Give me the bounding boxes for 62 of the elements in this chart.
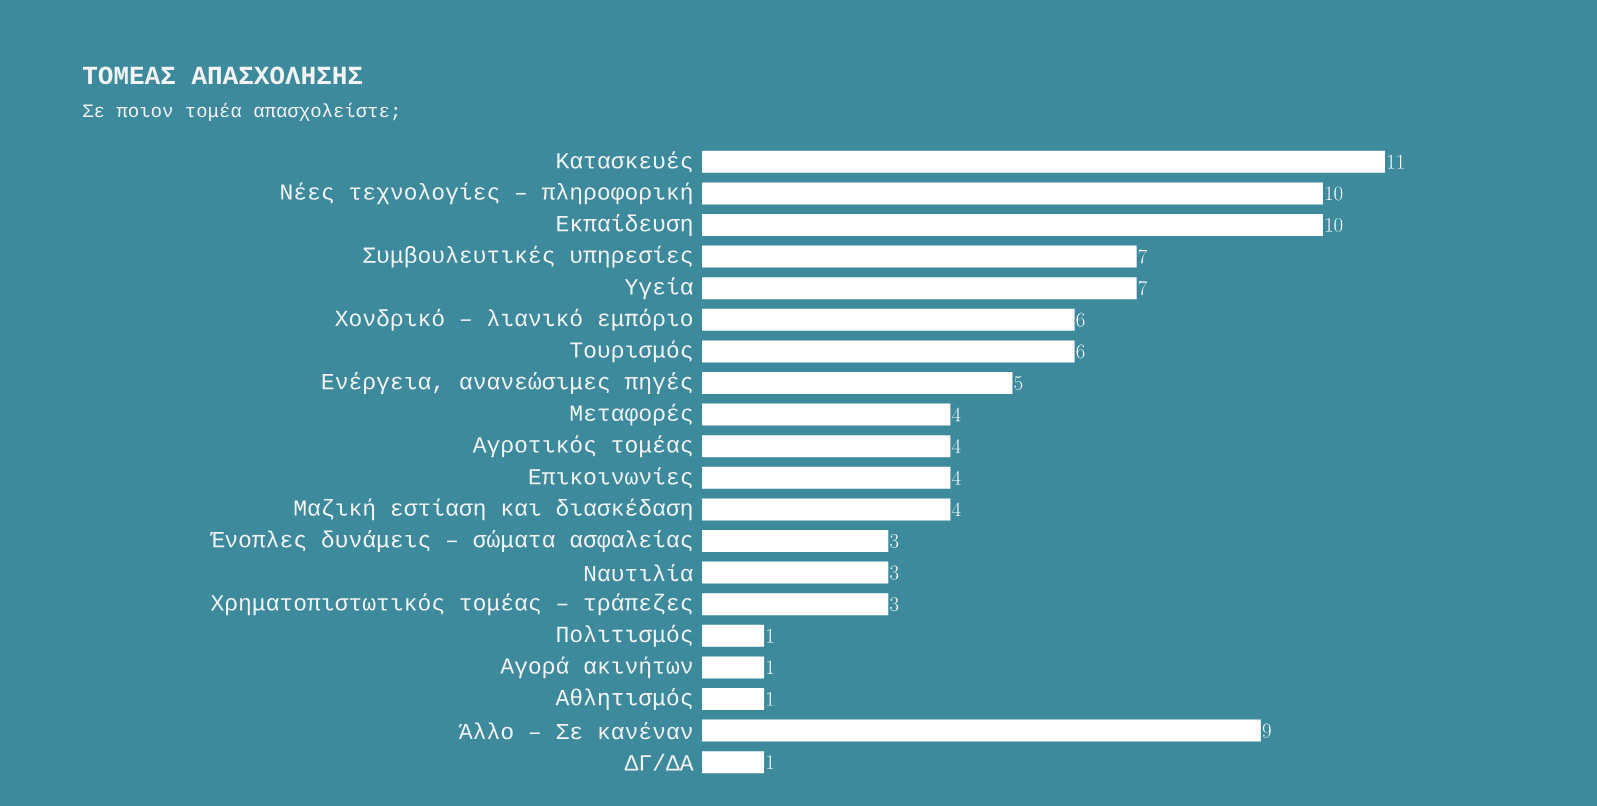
- bar: [702, 656, 765, 679]
- data-label: 4: [951, 407, 961, 422]
- y-tick-label: Κατασκευές: [557, 151, 692, 173]
- data-label: 11: [1388, 154, 1404, 169]
- data-label: 3: [890, 597, 899, 612]
- bar: [702, 624, 765, 647]
- y-tick-label: Πολιτισμός: [557, 624, 692, 647]
- y-tick-label: Συμβουλευτικές υπηρεσίες: [363, 245, 692, 268]
- bar: [702, 182, 1323, 205]
- bar: [702, 277, 1137, 300]
- data-label: 7: [1138, 280, 1148, 296]
- y-tick-label: Υγεία: [624, 277, 693, 300]
- y-tick-label: Ναυτιλία: [584, 563, 693, 582]
- y-tick-label: Χονδρικό – λιανικό εμπόριο: [335, 308, 693, 331]
- data-label: 4: [951, 439, 961, 453]
- y-tick-label: Επικοινωνίες: [529, 467, 692, 489]
- y-tick-label: Νέες τεχνολογίες – πληροφορική: [281, 182, 692, 205]
- bar: [702, 150, 1386, 173]
- y-tick-label: Άλλο – Σε κανέναν: [458, 721, 692, 740]
- data-label: 6: [1076, 312, 1085, 327]
- y-tick-label: Μαζική εστίαση και διασκέδαση: [294, 498, 692, 521]
- data-label: 3: [890, 534, 899, 548]
- data-label: 3: [890, 565, 899, 580]
- data-label: 4: [951, 470, 961, 485]
- bar: [702, 340, 1075, 363]
- bar: [702, 466, 951, 489]
- y-tick-label: Χρηματοπιστωτικός τομέας – τράπεζες: [210, 593, 692, 616]
- data-label: 1: [767, 692, 774, 706]
- bar: [702, 561, 889, 584]
- y-tick-label: Τουρισμός: [570, 340, 692, 363]
- bar: [702, 213, 1323, 236]
- y-tick-label: Εκπαίδευση: [557, 214, 692, 236]
- y-tick-label: Ενέργεια, ανανεώσιμες πηγές: [322, 372, 692, 394]
- data-label: 7: [1138, 249, 1148, 264]
- text: ΤΟΜΕΑΣ ΑΠΑΣΧΟΛΗΣΗΣ: [82, 66, 363, 85]
- data-label: 6: [1076, 344, 1085, 359]
- y-tick-label: Αθλητισμός: [555, 688, 692, 710]
- bar: [702, 530, 889, 552]
- data-label: 1: [767, 755, 774, 769]
- data-label: 10: [1325, 186, 1343, 201]
- bar: [702, 688, 765, 710]
- bar: [702, 435, 951, 458]
- bar: [702, 719, 1261, 742]
- y-tick-label: ΔΓ/ΔΑ: [624, 753, 694, 771]
- bar: [702, 372, 1013, 394]
- y-tick-label: Αγροτικός τομέας: [472, 435, 692, 458]
- bar: [702, 498, 951, 521]
- text: Σε ποιον τομέα απασχολείστε;: [83, 102, 398, 121]
- data-label: 9: [1262, 723, 1271, 738]
- bar: [702, 403, 951, 426]
- bar: [702, 751, 765, 774]
- data-label: 4: [951, 502, 961, 517]
- bar: [702, 308, 1075, 331]
- y-tick-label: Ένοπλες δυνάμεις – σώματα ασφαλείας: [209, 530, 692, 552]
- data-label: 5: [1014, 376, 1023, 390]
- bar: [702, 593, 889, 616]
- data-label: 1: [767, 660, 774, 675]
- data-label: 1: [767, 628, 774, 643]
- y-tick-label: Μεταφορές: [570, 403, 692, 426]
- data-label: 10: [1325, 218, 1343, 232]
- bar: [702, 245, 1137, 268]
- y-tick-label: Αγορά ακινήτων: [500, 656, 692, 679]
